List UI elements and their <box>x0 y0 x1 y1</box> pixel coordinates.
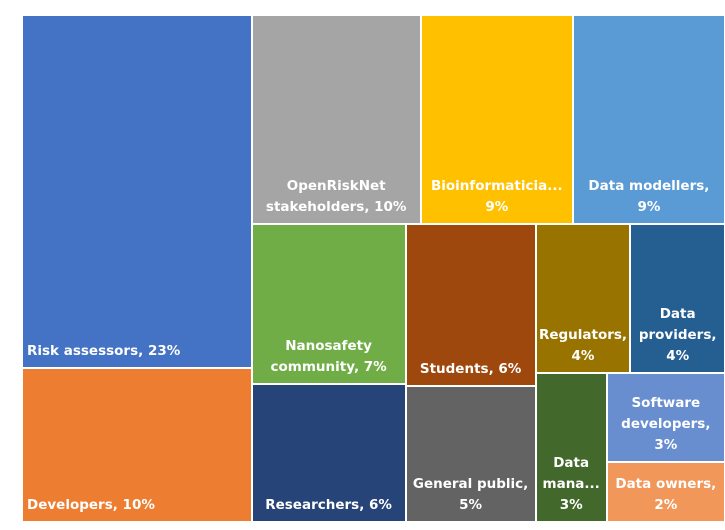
tile: Data owners, 2% <box>606 462 725 522</box>
tile-label: Bioinformaticia... 9% <box>430 177 563 215</box>
tile-label: General public, 5% <box>412 475 529 513</box>
tile: Nanosafety community, 7% <box>251 223 406 385</box>
tile: Researchers, 6% <box>251 384 406 522</box>
tile-label: Students, 6% <box>419 361 522 378</box>
tile-label: Developers, 10% <box>27 496 155 513</box>
tile-label: Risk assessors, 23% <box>27 343 181 360</box>
tile-label: Researchers, 6% <box>265 496 392 513</box>
tile: Developers, 10% <box>22 368 252 522</box>
tile-label: Data owners, 2% <box>615 475 717 513</box>
tile: General public, 5% <box>405 386 536 522</box>
tile: Data modellers, 9% <box>572 15 725 224</box>
tile-label: Data mana... 3% <box>542 454 600 513</box>
tile: Students, 6% <box>405 223 536 387</box>
tile-label: Data providers, 4% <box>638 305 717 364</box>
tile-label: Data modellers, 9% <box>588 177 710 215</box>
tile: Software developers, 3% <box>606 372 725 463</box>
tile-label: OpenRiskNet stakeholders, 10% <box>265 177 407 215</box>
tile: Data providers, 4% <box>630 223 725 373</box>
tile: Regulators, 4% <box>535 223 631 373</box>
tile: Risk assessors, 23% <box>22 15 252 369</box>
tile: Data mana... 3% <box>535 372 607 522</box>
tile-label: Software developers, 3% <box>621 395 711 454</box>
tile: OpenRiskNet stakeholders, 10% <box>251 15 421 224</box>
tile-label: Nanosafety community, 7% <box>270 338 387 376</box>
tile-label: Regulators, 4% <box>538 326 628 364</box>
tile: Bioinformaticia... 9% <box>420 15 573 224</box>
